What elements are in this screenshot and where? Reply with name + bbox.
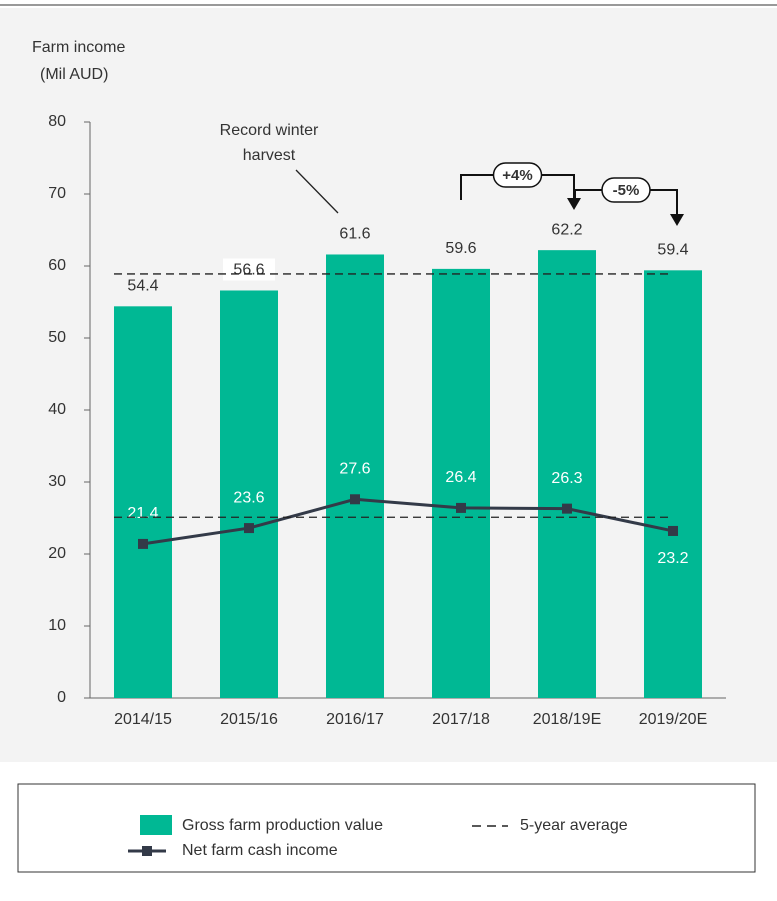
legend-label: Gross farm production value <box>182 817 383 834</box>
x-tick-label: 2014/15 <box>114 711 172 728</box>
annotation: harvest <box>243 147 296 164</box>
legend-label: 5-year average <box>520 817 628 834</box>
x-tick-label: 2019/20E <box>639 711 708 728</box>
x-tick-label: 2015/16 <box>220 711 278 728</box>
change-badge <box>601 177 651 203</box>
change-badge <box>492 162 543 188</box>
y-tick-label: 30 <box>48 473 66 490</box>
bar <box>432 268 490 698</box>
change-arrow <box>670 214 684 226</box>
line-marker <box>350 494 360 505</box>
bar-value-label: 56.6 <box>233 262 264 279</box>
label-bg <box>223 258 275 281</box>
line-marker <box>668 525 678 536</box>
bar-value-label: 61.6 <box>339 226 370 243</box>
bar <box>538 250 596 698</box>
line-marker <box>244 523 254 534</box>
y-tick-label: 70 <box>48 185 66 202</box>
legend-swatch <box>142 846 152 856</box>
y-tick-label: 10 <box>48 617 66 634</box>
bar-value-label: 54.4 <box>127 278 158 295</box>
bar-value-label: 62.2 <box>551 221 582 238</box>
bar <box>644 270 702 698</box>
annotation: Record winter <box>220 122 319 139</box>
legend-label: Net farm cash income <box>182 842 338 859</box>
bar-value-label: 59.6 <box>445 240 476 257</box>
line-value-label: 23.2 <box>657 550 688 567</box>
line-marker <box>562 503 572 514</box>
line-series <box>142 497 674 546</box>
change-label: -5% <box>613 182 640 199</box>
line-value-label: 23.6 <box>233 489 264 506</box>
line-value-label: 26.4 <box>445 469 476 486</box>
x-tick-label: 2016/17 <box>326 711 384 728</box>
y-tick-label: 50 <box>48 329 66 346</box>
bar-value-label: 59.4 <box>657 242 688 259</box>
y-tick-label: 60 <box>48 257 66 274</box>
change-label: +4% <box>502 167 532 184</box>
legend-box <box>17 783 756 873</box>
y-tick-label: 0 <box>57 689 66 706</box>
bar <box>220 290 278 698</box>
line-marker <box>456 502 466 513</box>
x-tick-label: 2017/18 <box>432 711 490 728</box>
line-value-label: 26.3 <box>551 470 582 487</box>
line-value-label: 21.4 <box>127 505 158 522</box>
bar <box>114 306 172 698</box>
line-value-label: 27.6 <box>339 460 370 477</box>
y-tick-label: 80 <box>48 113 66 130</box>
y-tick-label: 20 <box>48 545 66 562</box>
y-tick-label: 40 <box>48 401 66 418</box>
y-axis-label: Farm income <box>32 39 125 56</box>
y-axis-label: (Mil AUD) <box>40 66 108 83</box>
line-marker <box>138 538 148 549</box>
bar <box>326 254 384 699</box>
legend-swatch <box>140 815 172 835</box>
annotation-leader <box>295 169 339 214</box>
x-tick-label: 2018/19E <box>533 711 602 728</box>
